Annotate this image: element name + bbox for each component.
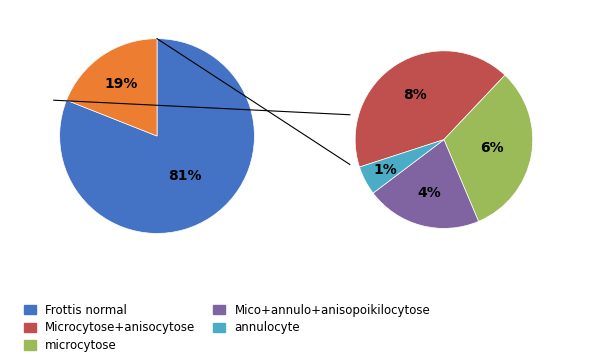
Text: 6%: 6% [480, 141, 504, 155]
Wedge shape [444, 75, 533, 221]
Wedge shape [373, 140, 478, 228]
Wedge shape [66, 39, 157, 136]
Wedge shape [355, 51, 505, 167]
Text: 4%: 4% [418, 186, 442, 200]
Wedge shape [359, 140, 444, 193]
Legend: Frottis normal, Microcytose+anisocytose, microcytose, Mico+annulo+anisopoikilocy: Frottis normal, Microcytose+anisocytose,… [24, 304, 430, 352]
Text: 8%: 8% [403, 88, 428, 102]
Wedge shape [60, 39, 254, 233]
Text: 19%: 19% [104, 77, 138, 91]
Text: 1%: 1% [373, 163, 397, 178]
Text: 81%: 81% [168, 169, 201, 183]
